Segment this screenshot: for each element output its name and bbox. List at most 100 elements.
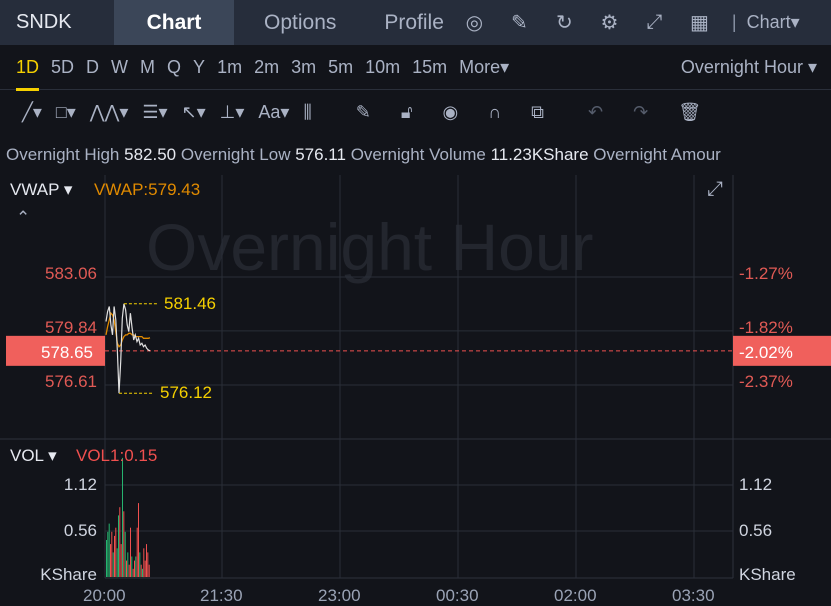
volume-bar	[130, 527, 131, 577]
volume-bar	[127, 552, 129, 577]
pattern-tool-icon[interactable]: ⋀⋀▾	[89, 102, 129, 122]
volume-bar	[148, 564, 150, 577]
collapse-icon[interactable]: ⌃	[16, 208, 31, 227]
time-tick: 21:30	[200, 586, 243, 605]
tab-profile[interactable]: Profile	[384, 11, 444, 34]
rectangle-tool-icon[interactable]: □▾	[55, 102, 76, 122]
text-tool-icon[interactable]: Aa▾	[258, 102, 290, 122]
chart-type-dropdown[interactable]: Chart▾	[746, 12, 800, 32]
high-marker-label: 581.46	[164, 293, 216, 313]
period-W[interactable]: W	[111, 56, 129, 77]
redo-icon[interactable]: ↷	[633, 102, 649, 122]
undo-icon[interactable]: ↶	[588, 102, 604, 122]
vol-value: VOL1:0.15	[76, 446, 158, 465]
tab-options[interactable]: Options	[264, 11, 337, 34]
vol-indicator-dropdown[interactable]: VOL ▾	[10, 446, 57, 465]
period-15m[interactable]: 15m	[412, 56, 448, 77]
volume-tick: 1.12	[63, 475, 97, 494]
volume-bar	[123, 511, 125, 577]
expand-icon[interactable]: ⤢	[707, 178, 723, 200]
volume-bar	[146, 544, 147, 577]
volume-bar	[111, 531, 113, 577]
price-tick: 583.06	[45, 264, 97, 283]
volume-bar	[140, 564, 142, 577]
period-5D[interactable]: 5D	[51, 56, 75, 77]
time-tick: 20:00	[83, 586, 126, 605]
volume-bar	[108, 523, 110, 577]
layers-icon[interactable]: ⧉	[531, 102, 545, 122]
volume-bar	[138, 503, 139, 577]
volume-bar	[114, 535, 115, 577]
measure-tool-icon[interactable]: ⊥▾	[219, 102, 245, 122]
low-label: Overnight Low	[180, 145, 291, 164]
period-Y[interactable]: Y	[193, 56, 206, 77]
volume-label: Overnight Volume	[350, 145, 486, 164]
volume-bar	[116, 548, 118, 578]
fib-tool-icon[interactable]: ☰▾	[142, 102, 168, 122]
price-tick: 579.84	[45, 317, 97, 337]
high-label: Overnight High	[6, 145, 120, 164]
period-3m[interactable]: 3m	[291, 56, 317, 77]
watermark: Overnight Hour	[146, 210, 594, 284]
current-pct-badge	[733, 335, 831, 366]
drawing-toolbar: ╱▾ □▾ ⋀⋀▾ ☰▾ ↖▾ ⊥▾ Aa▾ ⫼ ✎ 🔓︎ ◉ ∩ ⧉ ↶ ↷ …	[0, 90, 831, 135]
time-tick: 23:00	[318, 586, 361, 605]
volume-bar	[124, 531, 126, 577]
period-1m[interactable]: 1m	[217, 56, 243, 77]
volume-bar	[139, 552, 141, 577]
arrow-tool-icon[interactable]: ↖▾	[181, 102, 206, 122]
volume-bar	[122, 457, 123, 577]
time-tick: 00:30	[436, 586, 479, 605]
edit-icon[interactable]: ✎	[511, 12, 528, 34]
volume-bar	[143, 548, 145, 578]
volume-tick-right: 0.56	[739, 521, 773, 540]
trash-icon[interactable]: 🗑︎	[678, 102, 702, 122]
volume-bar	[135, 556, 137, 577]
lock-icon[interactable]: 🔓︎	[400, 102, 413, 122]
volume-bar	[126, 560, 127, 577]
current-price-label: 578.65	[41, 342, 93, 362]
low-marker-label: 576.12	[160, 383, 212, 403]
line-tool-icon[interactable]: ╱▾	[22, 102, 42, 122]
vwap-indicator-dropdown[interactable]: VWAP ▾	[10, 180, 73, 199]
period-10m[interactable]: 10m	[365, 56, 401, 77]
period-Q[interactable]: Q	[167, 56, 182, 77]
session-dropdown[interactable]: Overnight Hour ▾	[680, 56, 817, 77]
volume-bar	[136, 527, 138, 577]
grid-icon[interactable]: ▦	[689, 12, 709, 34]
volume-unit-right: KShare	[739, 565, 796, 584]
volume-bar	[115, 527, 117, 577]
volume-bar	[147, 552, 149, 577]
tab-chart[interactable]: Chart	[114, 0, 234, 45]
eye-icon[interactable]: ◉	[442, 102, 459, 122]
high-value: 582.50	[124, 145, 177, 164]
volume-bar	[119, 507, 121, 577]
pct-tick: -1.27%	[739, 264, 793, 283]
magnet-icon[interactable]: ∩	[488, 102, 502, 122]
fullscreen-icon[interactable]: ⤢	[646, 11, 663, 33]
amount-label: Overnight Amour	[593, 145, 721, 164]
period-5m[interactable]: 5m	[328, 56, 354, 77]
pen-icon[interactable]: ✎	[355, 102, 371, 122]
vwap-value: VWAP:579.43	[94, 180, 201, 199]
period-2m[interactable]: 2m	[254, 56, 280, 77]
volume-bar	[120, 544, 122, 577]
symbol: SNDK	[16, 11, 72, 33]
period-more[interactable]: More▾	[459, 56, 510, 77]
volume-tick: 0.56	[63, 521, 97, 540]
current-price-badge	[6, 335, 105, 366]
period-1D[interactable]: 1D	[16, 45, 40, 91]
time-tick: 02:00	[554, 586, 597, 605]
price-tick: 576.61	[45, 372, 97, 391]
period-M[interactable]: M	[140, 56, 156, 77]
period-D[interactable]: D	[86, 56, 100, 77]
volume-unit: KShare	[40, 565, 97, 584]
pct-tick: -2.37%	[739, 372, 793, 391]
volume-bar	[134, 560, 135, 577]
refresh-icon[interactable]: ↻	[556, 12, 573, 34]
price-line	[105, 303, 151, 394]
gauge-icon[interactable]: ◎	[465, 12, 484, 34]
settings-icon[interactable]: ⚙	[600, 12, 619, 34]
candle-icon[interactable]: ⫼	[303, 102, 312, 122]
